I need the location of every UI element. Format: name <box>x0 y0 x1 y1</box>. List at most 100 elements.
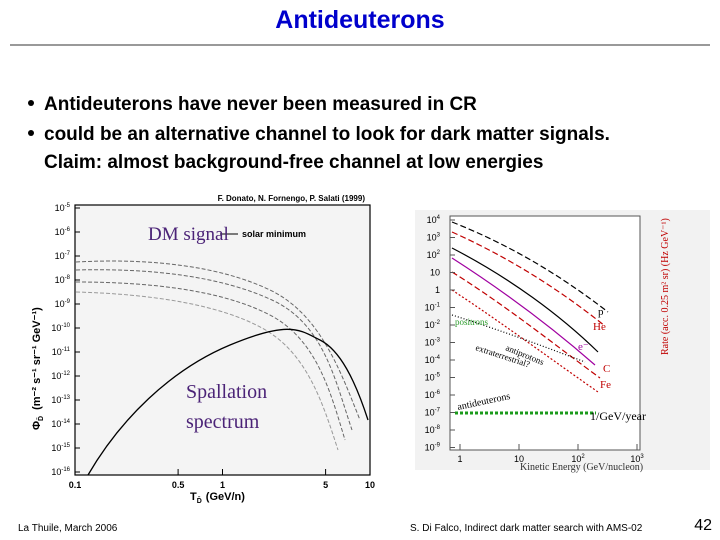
tick-label: 10-8 <box>55 275 71 285</box>
spallation-label: Spallation <box>186 381 267 403</box>
x-tick-label: 5 <box>323 480 328 490</box>
tick-exp: -4 <box>435 355 441 361</box>
spallation-curve <box>87 328 369 476</box>
tick-label: 104 <box>427 215 441 225</box>
tick-label: 10-8 <box>425 425 441 435</box>
tick-exp: -16 <box>61 467 70 473</box>
curve-label: He <box>593 321 606 333</box>
tick-base: 10 <box>425 408 435 418</box>
tick-label: 10-4 <box>425 355 441 365</box>
tick-label: 10-2 <box>425 320 441 330</box>
tick-exp: -1 <box>435 303 441 309</box>
dm-label: DM signal <box>148 224 229 245</box>
bullet-text: Antideuterons have never been measured i… <box>44 94 477 115</box>
y-axis-label: ΦD̄(m⁻² s⁻¹ sr⁻¹ GeV⁻¹) <box>31 307 45 430</box>
tick-label: 10-15 <box>51 443 70 453</box>
tick-label: 10 <box>430 268 440 278</box>
tick-base: 10 <box>55 275 65 285</box>
tick-exp: -3 <box>435 338 441 344</box>
slide-title: Antideuterons <box>275 6 444 34</box>
curve-label: C <box>603 363 610 375</box>
tick-label: 10-6 <box>425 390 441 400</box>
tick-base: 10 <box>51 419 61 429</box>
tick-base: 10 <box>425 338 435 348</box>
tick-base: 10 <box>425 443 435 453</box>
tick-label: 10-10 <box>51 323 70 333</box>
tick-label: 10-14 <box>51 419 70 429</box>
x-tick-label: 0.5 <box>172 480 185 490</box>
tick-exp: 2 <box>437 250 441 256</box>
tick-exp: -9 <box>65 299 71 305</box>
tick-exp: -15 <box>61 443 70 449</box>
tick-label: 10-13 <box>51 395 70 405</box>
tick-label: 10 <box>514 454 524 464</box>
tick-base: 10 <box>51 371 61 381</box>
tick-label: 10-3 <box>425 338 441 348</box>
tick-base: 10 <box>55 203 65 213</box>
tick-base: 10 <box>55 227 65 237</box>
tick-label: 102 <box>571 454 585 464</box>
tick-exp: -5 <box>435 373 441 379</box>
curve-label: e⁻ <box>578 341 589 353</box>
flux-curves <box>451 221 609 393</box>
tick-base: 10 <box>51 323 61 333</box>
tick-base: 10 <box>430 268 440 278</box>
annotation: positrons <box>455 317 489 327</box>
tick-exp: -6 <box>435 390 441 396</box>
tick-exp: -8 <box>435 425 441 431</box>
tick-label: 10-9 <box>425 443 441 453</box>
tick-label: 1 <box>457 454 462 464</box>
tick-base: 10 <box>51 467 61 477</box>
tick-label: 10-5 <box>425 373 441 383</box>
bullet-dot <box>28 130 34 136</box>
tick-base: 10 <box>571 454 581 464</box>
spallation-label: spectrum <box>186 411 260 433</box>
tick-base: 10 <box>51 443 61 453</box>
tick-label: 10-6 <box>55 227 71 237</box>
tick-base: 1 <box>435 285 440 295</box>
tick-base: 10 <box>425 303 435 313</box>
tick-exp: -9 <box>435 443 441 449</box>
footer-left: La Thuile, March 2006 <box>18 523 118 534</box>
tick-exp: -10 <box>61 323 70 329</box>
tick-base: 10 <box>425 373 435 383</box>
x-axis-label: Kinetic Energy (GeV/nucleon) <box>520 462 643 473</box>
tick-label: 10-5 <box>55 203 71 213</box>
tick-label: 10-7 <box>55 251 71 261</box>
page-number: 42 <box>694 517 712 534</box>
tick-label: 103 <box>427 233 441 243</box>
tick-label: 10-12 <box>51 371 70 381</box>
tick-exp: 3 <box>437 233 441 239</box>
legend-text: solar minimum <box>242 229 306 239</box>
tick-label: 10-1 <box>425 303 441 313</box>
tick-exp: -13 <box>61 395 70 401</box>
tick-base: 10 <box>425 425 435 435</box>
tick-base: 10 <box>425 320 435 330</box>
tick-exp: -11 <box>62 347 71 353</box>
curve-label: Fe <box>600 379 611 391</box>
plot-credit: F. Donato, N. Fornengo, P. Salati (1999) <box>218 194 366 203</box>
bullet-dot <box>28 100 34 106</box>
tick-base: 10 <box>52 347 62 357</box>
x-axis-label: TD̄ (GeV/n) <box>190 491 245 505</box>
tick-exp: 3 <box>640 454 644 460</box>
tick-label: 103 <box>630 454 644 464</box>
tick-exp: 2 <box>581 454 585 460</box>
tick-base: 10 <box>427 233 437 243</box>
tick-label: 10-11 <box>52 347 71 357</box>
tick-base: 1 <box>457 454 462 464</box>
x-tick-label: 1 <box>220 480 225 490</box>
tick-exp: -14 <box>61 419 70 425</box>
rate-label: 1/GeV/year <box>590 409 646 423</box>
x-tick-label: 0.1 <box>69 480 82 490</box>
footer-center: S. Di Falco, Indirect dark matter search… <box>410 523 643 534</box>
left-plot: F. Donato, N. Fornengo, P. Salati (1999)… <box>31 194 375 505</box>
tick-label: 10-16 <box>51 467 70 477</box>
plot-frame <box>74 204 371 476</box>
right-plot: p He e⁻ C Fe positrons antiprotons extra… <box>415 210 710 473</box>
tick-exp: -8 <box>65 275 71 281</box>
bullet-text: could be an alternative channel to look … <box>44 124 610 145</box>
bullet-text: Claim: almost background-free channel at… <box>44 152 543 173</box>
tick-exp: 4 <box>437 215 441 221</box>
